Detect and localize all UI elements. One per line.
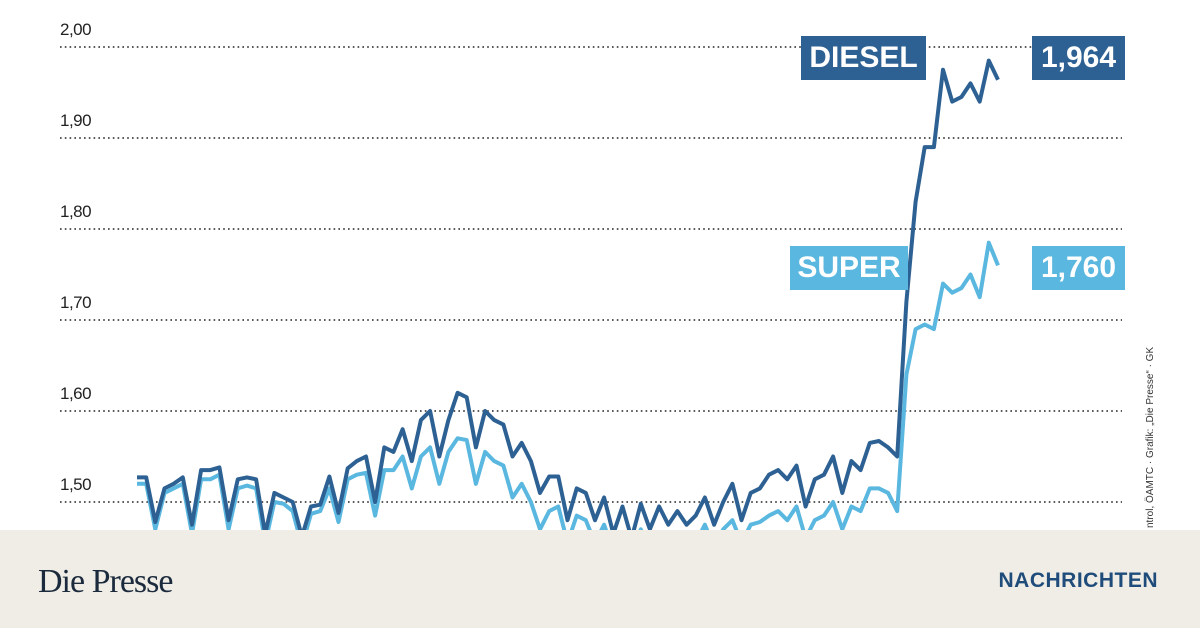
- brand-logo[interactable]: Die Presse: [38, 563, 173, 600]
- value-label: 1,964: [1041, 41, 1116, 74]
- section-label[interactable]: NACHRICHTEN: [999, 569, 1159, 592]
- value-label-box: [1032, 36, 1125, 80]
- legend-box: [790, 246, 908, 290]
- y-tick-label: 1,70: [60, 293, 91, 312]
- value-label-box: [1032, 246, 1125, 290]
- line-series: [137, 58, 1000, 541]
- y-tick-label: 1,80: [60, 202, 91, 221]
- legend-box: [801, 36, 926, 80]
- legend-label: DIESEL: [809, 41, 917, 74]
- footer-band: [0, 530, 1200, 628]
- value-label: 1,760: [1041, 251, 1116, 284]
- y-tick-label: 1,90: [60, 111, 91, 130]
- source-note: ntrol, ÖAMTC · Grafik: „Die Presse“ · GK: [1144, 347, 1156, 528]
- legend-label: SUPER: [797, 251, 901, 284]
- y-tick-label: 1,50: [60, 475, 91, 494]
- y-tick-label: 1,60: [60, 384, 91, 403]
- y-tick-label: 2,00: [60, 20, 91, 39]
